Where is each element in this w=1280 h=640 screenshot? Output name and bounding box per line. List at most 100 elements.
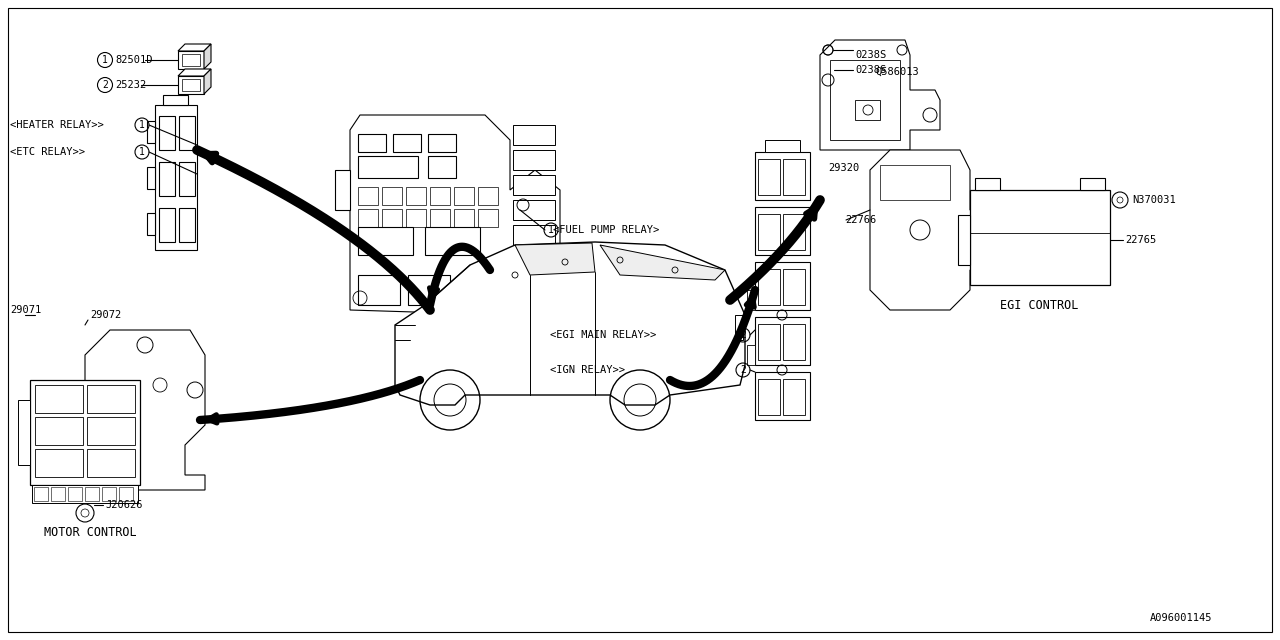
Bar (35, 449, 83, 477)
Bar (147, 121, 155, 143)
Text: 1: 1 (102, 55, 108, 65)
Text: A096001145: A096001145 (1149, 613, 1212, 623)
Text: <ETC RELAY>>: <ETC RELAY>> (10, 147, 84, 157)
Bar (179, 162, 195, 196)
Bar (406, 187, 426, 205)
Polygon shape (515, 243, 595, 275)
Bar (513, 125, 556, 145)
Text: 29320: 29320 (828, 163, 859, 173)
Bar (755, 152, 810, 200)
Bar (428, 156, 456, 178)
Bar (18, 400, 29, 465)
Bar (758, 379, 780, 415)
Text: 0238S: 0238S (855, 65, 886, 75)
Bar (477, 187, 498, 205)
Bar (970, 190, 1110, 285)
Bar (35, 385, 83, 413)
Bar (454, 209, 474, 227)
Bar (179, 116, 195, 150)
Text: 1: 1 (548, 225, 554, 235)
Bar (477, 209, 498, 227)
Polygon shape (204, 44, 211, 69)
Bar (147, 213, 155, 235)
Bar (454, 187, 474, 205)
Bar (430, 187, 451, 205)
Bar (358, 275, 401, 305)
Bar (755, 317, 810, 365)
Bar (758, 324, 780, 360)
Bar (29, 380, 140, 485)
Bar (87, 385, 134, 413)
Bar (87, 417, 134, 445)
Bar (119, 487, 133, 501)
Bar (755, 372, 810, 420)
Polygon shape (84, 330, 205, 490)
Text: 29072: 29072 (90, 310, 122, 320)
Bar (513, 200, 556, 220)
Bar (178, 51, 204, 69)
Bar (458, 275, 500, 305)
Bar (1080, 178, 1105, 190)
Polygon shape (178, 44, 211, 51)
Text: 82501D: 82501D (115, 55, 152, 65)
Bar (783, 159, 805, 195)
Bar (159, 116, 175, 150)
Bar (32, 485, 138, 503)
Bar (68, 487, 82, 501)
Bar (735, 315, 742, 340)
Bar (393, 134, 421, 152)
Bar (408, 275, 451, 305)
Bar (783, 269, 805, 305)
Bar (178, 76, 204, 94)
Bar (783, 379, 805, 415)
Bar (755, 262, 810, 310)
Text: 2: 2 (740, 365, 746, 375)
Bar (855, 100, 881, 120)
Bar (87, 449, 134, 477)
Bar (358, 134, 387, 152)
Text: J20626: J20626 (105, 500, 142, 510)
Text: 22765: 22765 (1125, 235, 1156, 245)
Bar (513, 175, 556, 195)
Bar (381, 209, 402, 227)
Polygon shape (829, 60, 900, 140)
Bar (406, 209, 426, 227)
Text: EGI CONTROL: EGI CONTROL (1000, 298, 1078, 312)
Bar (425, 227, 480, 255)
Text: 25232: 25232 (115, 80, 146, 90)
Bar (428, 134, 456, 152)
Bar (748, 345, 755, 365)
Polygon shape (870, 150, 1015, 310)
Polygon shape (600, 245, 724, 280)
Bar (755, 207, 810, 255)
Bar (35, 417, 83, 445)
Bar (182, 79, 200, 91)
Bar (758, 159, 780, 195)
Bar (513, 150, 556, 170)
Bar (748, 290, 755, 310)
Bar (881, 165, 950, 200)
Bar (102, 487, 116, 501)
Bar (957, 215, 970, 265)
Text: 2: 2 (740, 330, 746, 340)
Polygon shape (349, 115, 561, 315)
Polygon shape (204, 69, 211, 94)
Text: 0238S: 0238S (855, 50, 886, 60)
Bar (765, 140, 800, 152)
Text: MOTOR CONTROL: MOTOR CONTROL (44, 527, 136, 540)
Bar (35, 487, 49, 501)
Text: <EGI MAIN RELAY>>: <EGI MAIN RELAY>> (550, 330, 657, 340)
Bar (358, 209, 378, 227)
Polygon shape (820, 40, 940, 150)
Text: 1: 1 (140, 147, 145, 157)
Bar (783, 214, 805, 250)
Bar (182, 54, 200, 66)
Bar (155, 105, 197, 250)
Text: <IGN RELAY>>: <IGN RELAY>> (550, 365, 625, 375)
Text: Q586013: Q586013 (876, 67, 919, 77)
Text: <HEATER RELAY>>: <HEATER RELAY>> (10, 120, 104, 130)
Text: 22766: 22766 (845, 215, 877, 225)
Text: 29071: 29071 (10, 305, 41, 315)
Bar (159, 162, 175, 196)
Text: 2: 2 (102, 80, 108, 90)
